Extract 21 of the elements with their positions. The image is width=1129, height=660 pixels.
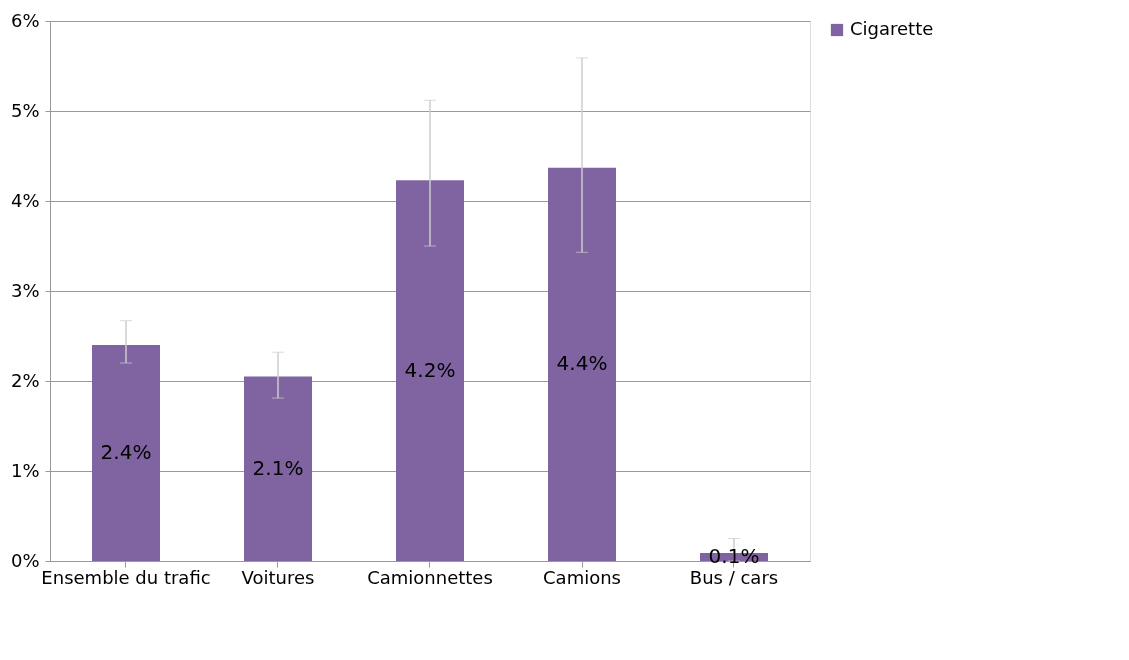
y-tick-label: 2%	[10, 369, 40, 391]
x-tick-label: Camions	[543, 566, 621, 588]
text: 4.4%	[556, 351, 608, 376]
y-tick-label: 6%	[10, 9, 40, 31]
y-tick-label: 3%	[10, 279, 40, 301]
y-tick-label: 4%	[10, 189, 40, 211]
text: 4.2%	[404, 357, 456, 382]
y-tick-label: 1%	[10, 459, 40, 481]
bar	[244, 376, 312, 561]
bar	[92, 345, 160, 561]
x-tick-label: Camionnettes	[367, 566, 493, 588]
bar	[548, 167, 616, 561]
text: 2.1%	[252, 455, 304, 480]
legend-label: Cigarette	[850, 18, 934, 39]
y-tick-label: 5%	[10, 99, 40, 121]
x-tick-label: Voitures	[241, 566, 315, 588]
x-tick-label: Bus / cars	[689, 566, 779, 588]
x-tick-label: Ensemble du trafic	[41, 566, 211, 588]
text: 2.4%	[100, 440, 152, 464]
bar	[396, 180, 464, 561]
y-tick-label: 0%	[10, 549, 40, 571]
